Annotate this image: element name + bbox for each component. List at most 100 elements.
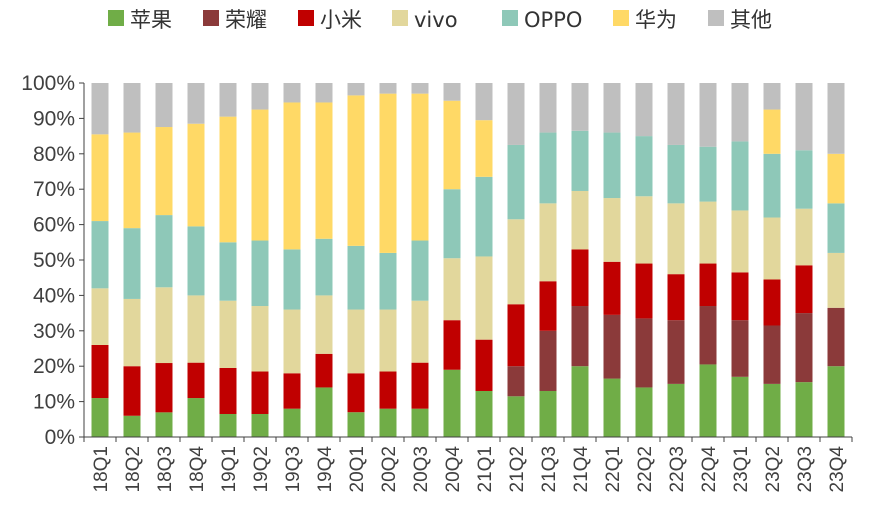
bar-segment-series-5-18q1 [91, 134, 109, 222]
legend-label: 小米 [320, 8, 362, 32]
x-tick-label-19q3: 19Q3 [283, 446, 304, 492]
y-tick-label: 30% [33, 320, 75, 343]
bar-stack-23q1 [731, 83, 749, 437]
bar-stack-22q2 [635, 83, 653, 437]
legend-label: OPPO [524, 8, 582, 32]
bar-segment-series-0-18q4 [187, 398, 205, 437]
legend: 苹果 荣耀 小米 vivo OPPO 华为 其他 [108, 8, 772, 32]
bar-segment-series-3-22q4 [699, 201, 717, 264]
bar-segment-series-4-19q1 [219, 242, 237, 301]
bar-segment-series-0-22q1 [603, 378, 621, 437]
x-tick-label-21q2: 21Q2 [507, 446, 528, 492]
bar-segment-series-2-22q1 [603, 261, 621, 315]
x-tick-label-23q4: 23Q4 [827, 446, 848, 493]
bar-segment-series-2-19q3 [283, 373, 301, 409]
y-tick-label: 70% [33, 178, 75, 201]
bar-segment-series-0-22q3 [667, 383, 685, 437]
bar-segment-series-5-23q4 [827, 153, 845, 204]
bar-segment-series-3-21q2 [507, 219, 525, 305]
bar-segment-series-3-18q2 [123, 298, 141, 367]
x-tick-label-23q2: 23Q2 [763, 446, 784, 492]
bar-stack-21q1 [475, 83, 493, 437]
x-tick-label-23q1: 23Q1 [731, 446, 752, 492]
bar-segment-series-2-19q2 [251, 371, 269, 414]
bar-segment-series-0-19q2 [251, 413, 269, 437]
bar-segment-series-2-22q3 [667, 274, 685, 321]
bar-segment-series-6-21q2 [507, 83, 525, 145]
bar-segment-series-3-20q3 [411, 300, 429, 363]
x-tick-label-21q1: 21Q1 [475, 446, 496, 492]
bar-segment-series-3-19q3 [283, 309, 301, 374]
bar-stack-22q3 [667, 83, 685, 437]
bar-stack-18q3 [155, 83, 173, 437]
legend-swatch [392, 10, 408, 26]
x-tick-label-18q4: 18Q4 [187, 446, 208, 493]
bar-segment-series-6-23q2 [763, 83, 781, 110]
bar-stack-21q4 [571, 83, 589, 437]
bar-segment-series-6-19q4 [315, 83, 333, 103]
bar-segment-series-0-20q4 [443, 369, 461, 437]
legend-item-2: 小米 [298, 8, 362, 32]
bar-segment-series-6-19q2 [251, 83, 269, 110]
x-tick-label-20q3: 20Q3 [411, 446, 432, 492]
y-axis: 0% 10% 20% 30% 40% 50% 60% 70% 80% 90% 100% [21, 72, 85, 449]
bar-segment-series-0-19q1 [219, 413, 237, 437]
bar-stack-18q4 [187, 83, 205, 437]
x-tick-label-19q1: 19Q1 [219, 446, 240, 492]
x-tick-label-19q2: 19Q2 [251, 446, 272, 492]
bar-stack-19q2 [251, 83, 269, 437]
bar-segment-series-2-21q1 [475, 339, 493, 391]
bar-segment-series-4-23q4 [827, 203, 845, 253]
bar-segment-series-6-20q2 [379, 83, 397, 94]
bar-segment-series-2-22q2 [635, 263, 653, 319]
legend-label: 苹果 [130, 8, 172, 32]
bar-segment-series-3-19q1 [219, 300, 237, 368]
bar-segment-series-6-18q1 [91, 83, 109, 135]
bar-segment-series-4-22q4 [699, 146, 717, 202]
y-tick-label: 0% [45, 426, 75, 449]
bar-segment-series-0-20q1 [347, 412, 365, 437]
bar-segment-series-0-23q4 [827, 366, 845, 437]
bar-segment-series-1-23q4 [827, 307, 845, 367]
bar-stack-23q4 [827, 83, 845, 437]
legend-swatch [108, 10, 124, 26]
bar-segment-series-2-20q1 [347, 373, 365, 413]
legend-item-0: 苹果 [108, 8, 172, 32]
bar-segment-series-4-23q1 [731, 141, 749, 211]
bar-segment-series-4-21q1 [475, 176, 493, 257]
bar-segment-series-0-18q3 [155, 412, 173, 437]
bar-segment-series-5-20q1 [347, 95, 365, 246]
bar-segment-series-0-23q3 [795, 382, 813, 437]
bar-segment-series-2-21q3 [539, 281, 557, 331]
bar-segment-series-5-18q2 [123, 132, 141, 229]
bar-segment-series-2-19q4 [315, 353, 333, 388]
bar-segment-series-2-18q1 [91, 344, 109, 399]
x-tick-label-21q4: 21Q4 [571, 446, 592, 493]
bar-segment-series-5-19q2 [251, 109, 269, 241]
bar-segment-series-2-20q3 [411, 362, 429, 409]
bar-segment-series-3-23q4 [827, 252, 845, 308]
bar-segment-series-5-20q4 [443, 100, 461, 190]
bar-stack-18q2 [123, 83, 141, 437]
x-tick-label-23q3: 23Q3 [795, 446, 816, 492]
bar-segment-series-1-21q2 [507, 366, 525, 397]
bar-segment-series-4-18q3 [155, 215, 173, 288]
x-tick-label-22q2: 22Q2 [635, 446, 656, 492]
legend-label: 其他 [730, 8, 772, 32]
legend-swatch [298, 10, 314, 26]
y-tick-label: 40% [33, 284, 75, 307]
bar-segment-series-1-22q4 [699, 306, 717, 365]
x-tick-label-22q4: 22Q4 [699, 446, 720, 493]
bar-segment-series-6-22q2 [635, 83, 653, 137]
bar-segment-series-4-20q1 [347, 245, 365, 310]
bar-segment-series-6-20q1 [347, 83, 365, 96]
legend-item-4: OPPO [502, 8, 582, 32]
bar-segment-series-5-21q1 [475, 120, 493, 177]
bar-segment-series-0-22q4 [699, 364, 717, 437]
bar-segment-series-3-23q1 [731, 210, 749, 273]
legend-label: 华为 [635, 8, 677, 32]
bar-segment-series-2-18q2 [123, 366, 141, 416]
bar-segment-series-3-22q3 [667, 203, 685, 275]
x-tick-label-18q1: 18Q1 [91, 446, 112, 492]
bar-segment-series-1-23q1 [731, 320, 749, 377]
